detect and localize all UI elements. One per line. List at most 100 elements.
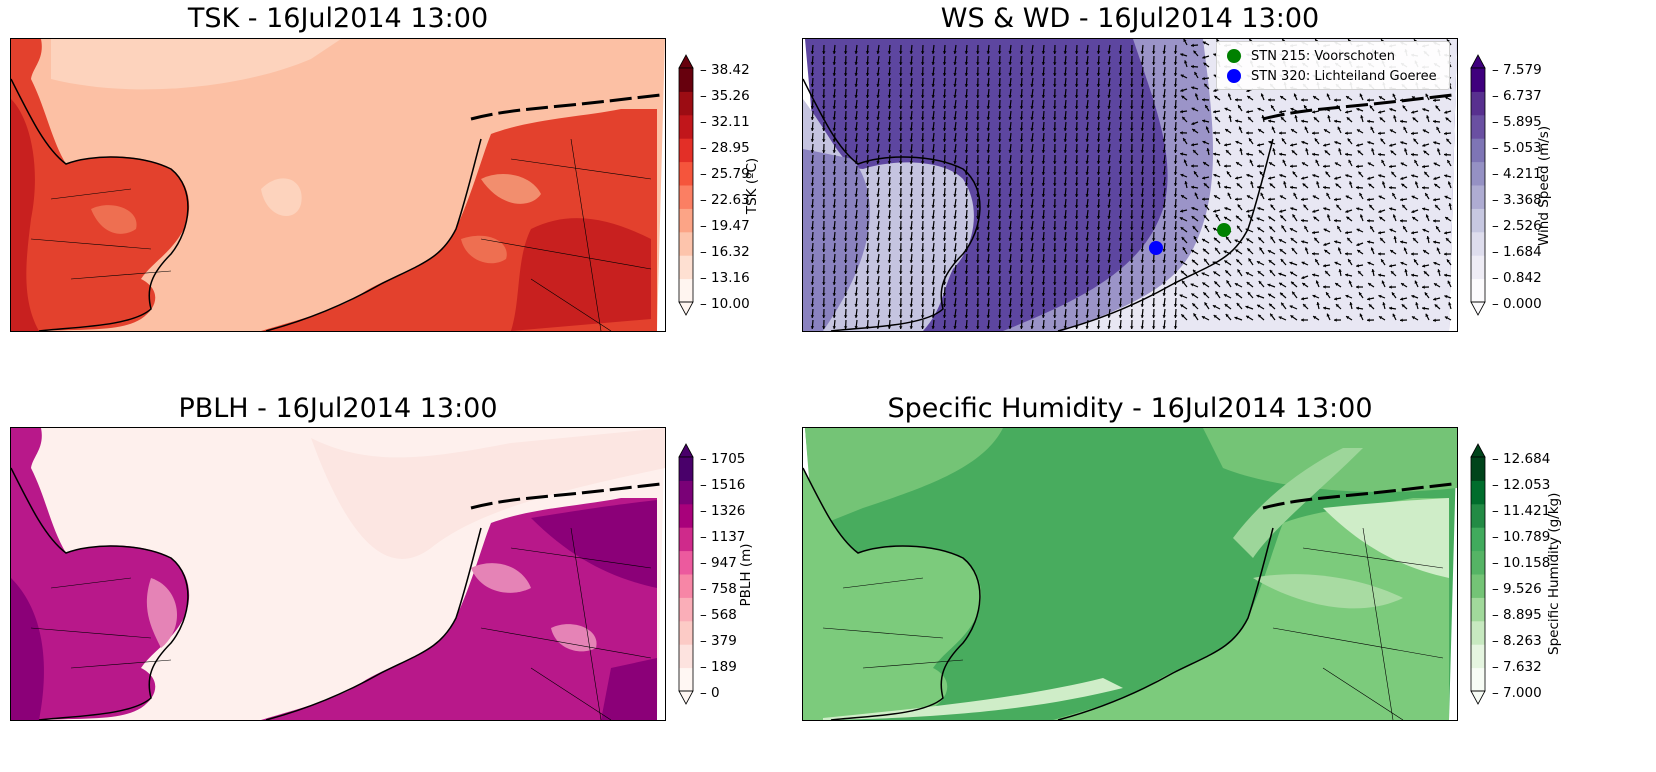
colorbar-tick-label: – 38.42 <box>700 62 750 78</box>
colorbar-tick-label: – 32.11 <box>700 114 750 130</box>
station-marker-stn-215 <box>1217 223 1231 237</box>
legend-item-stn-215: STN 215: Voorschoten <box>1223 46 1443 66</box>
legend-label: STN 320: Lichteiland Goeree <box>1251 68 1437 84</box>
colorbar-segment <box>679 185 693 209</box>
colorbar-tick-label: – 25.79 <box>700 166 750 182</box>
colorbar-tick-label: – 12.684 <box>1492 451 1551 467</box>
colorbar-segment <box>679 231 693 256</box>
ws-colorbar-graphic <box>1470 54 1486 316</box>
colorbar-segment <box>1471 667 1485 692</box>
colorbar-segment <box>679 457 693 481</box>
colorbar-tick-label: – 379 <box>700 633 737 649</box>
ws-colorbar-label: Wind Speed (m/s) <box>1536 125 1552 246</box>
colorbar-segment <box>679 644 693 669</box>
colorbar-tick-label: – 4.211 <box>1492 166 1542 182</box>
panel-title: PBLH - 16Jul2014 13:00 <box>178 393 498 424</box>
colorbar-tick-label: – 16.32 <box>700 244 750 260</box>
colorbar-tick-label: – 758 <box>700 581 737 597</box>
colorbar-extend-max <box>678 54 694 69</box>
colorbar-segment <box>1471 527 1485 552</box>
colorbar-segment <box>679 550 693 575</box>
tsk-colorbar-label: TSK (ºC) <box>744 157 760 215</box>
colorbar-tick-label: – 2.526 <box>1492 218 1542 234</box>
colorbar-segment <box>1471 208 1485 233</box>
colorbar-segment <box>679 208 693 233</box>
legend-item-stn-320: STN 320: Lichteiland Goeree <box>1223 66 1443 86</box>
humidity-map <box>802 427 1458 721</box>
colorbar-tick-label: – 947 <box>700 555 737 571</box>
colorbar-segment <box>1471 138 1485 163</box>
tsk-map <box>10 38 666 332</box>
colorbar-extend-max <box>678 443 694 458</box>
colorbar-segment <box>1471 457 1485 481</box>
colorbar-tick-label: – 7.632 <box>1492 659 1542 675</box>
colorbar-frame <box>678 456 694 692</box>
colorbar-segment <box>1471 597 1485 622</box>
colorbar-tick-label: – 35.26 <box>700 88 750 104</box>
ws-colorbar <box>1470 54 1486 316</box>
colorbar-tick-label: – 5.895 <box>1492 114 1542 130</box>
blue-marker-icon <box>1227 69 1241 83</box>
station-legend: STN 215: Voorschoten STN 320: Lichteilan… <box>1216 41 1450 90</box>
pblh-colorbar <box>678 443 694 705</box>
colorbar-segment <box>1471 68 1485 92</box>
tsk-map-graphic <box>11 39 665 331</box>
colorbar-tick-label: – 8.263 <box>1492 633 1542 649</box>
colorbar-frame <box>1470 456 1486 692</box>
humidity-colorbar <box>1470 443 1486 705</box>
colorbar-segment <box>1471 278 1485 303</box>
colorbar-tick-label: – 5.053 <box>1492 140 1542 156</box>
colorbar-tick-label: – 189 <box>700 659 737 675</box>
panel-title: Specific Humidity - 16Jul2014 13:00 <box>887 393 1373 424</box>
colorbar-segment <box>679 503 693 528</box>
colorbar-tick-label: – 7.579 <box>1492 62 1542 78</box>
colorbar-tick-label: – 1516 <box>700 477 746 493</box>
colorbar-tick-label: – 0.842 <box>1492 270 1542 286</box>
colorbar-tick-label: – 22.63 <box>700 192 750 208</box>
colorbar-segment <box>679 667 693 692</box>
green-marker-icon <box>1227 49 1241 63</box>
colorbar-segment <box>679 161 693 186</box>
station-marker-stn-320 <box>1149 241 1163 255</box>
humidity-map-graphic <box>803 428 1457 720</box>
colorbar-segment <box>1471 480 1485 505</box>
colorbar-segment <box>1471 185 1485 209</box>
colorbar-segment <box>679 91 693 116</box>
colorbar-tick-label: – 10.00 <box>700 296 750 312</box>
colorbar-tick-label: – 10.158 <box>1492 555 1551 571</box>
tsk-colorbar <box>678 54 694 316</box>
colorbar-tick-label: – 1705 <box>700 451 746 467</box>
colorbar-segment <box>679 278 693 303</box>
colorbar-segment <box>679 527 693 552</box>
colorbar-tick-label: – 3.368 <box>1492 192 1542 208</box>
panel-title: TSK - 16Jul2014 13:00 <box>187 3 489 34</box>
colorbar-segment <box>679 597 693 622</box>
colorbar-tick-label: – 9.526 <box>1492 581 1542 597</box>
colorbar-segment <box>679 574 693 598</box>
humidity-colorbar-graphic <box>1470 443 1486 705</box>
colorbar-tick-label: – 28.95 <box>700 140 750 156</box>
colorbar-segment <box>1471 231 1485 256</box>
panel-title: WS & WD - 16Jul2014 13:00 <box>940 3 1320 34</box>
colorbar-segment <box>1471 114 1485 139</box>
colorbar-extend-min <box>678 690 694 705</box>
colorbar-segment <box>679 114 693 139</box>
colorbar-frame <box>1470 67 1486 303</box>
pblh-map <box>10 427 666 721</box>
colorbar-segment <box>1471 161 1485 186</box>
colorbar-segment <box>1471 644 1485 669</box>
colorbar-tick-label: – 19.47 <box>700 218 750 234</box>
pblh-map-graphic <box>11 428 665 720</box>
colorbar-frame <box>678 67 694 303</box>
colorbar-extend-min <box>1470 690 1486 705</box>
colorbar-extend-min <box>1470 301 1486 316</box>
colorbar-segment <box>679 620 693 645</box>
pblh-colorbar-graphic <box>678 443 694 705</box>
pblh-colorbar-label: PBLH (m) <box>738 543 754 607</box>
colorbar-segment <box>679 255 693 280</box>
colorbar-tick-label: – 8.895 <box>1492 607 1542 623</box>
colorbar-extend-min <box>678 301 694 316</box>
colorbar-tick-label: – 1.684 <box>1492 244 1542 260</box>
colorbar-extend-max <box>1470 443 1486 458</box>
colorbar-segment <box>1471 574 1485 598</box>
